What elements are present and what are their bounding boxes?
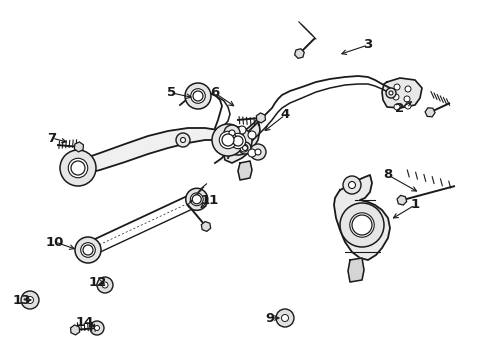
Circle shape <box>190 193 203 206</box>
Circle shape <box>250 144 266 160</box>
Circle shape <box>281 315 289 321</box>
Polygon shape <box>74 142 83 152</box>
Text: 5: 5 <box>168 86 176 99</box>
Circle shape <box>394 104 400 110</box>
Polygon shape <box>256 113 266 123</box>
Circle shape <box>230 133 245 149</box>
Polygon shape <box>223 118 260 163</box>
Circle shape <box>352 215 372 235</box>
Circle shape <box>21 291 39 309</box>
Circle shape <box>394 84 400 90</box>
Text: 9: 9 <box>266 311 274 324</box>
Circle shape <box>276 309 294 327</box>
Circle shape <box>222 134 234 146</box>
Circle shape <box>340 203 384 247</box>
Circle shape <box>60 150 96 186</box>
Circle shape <box>192 195 201 204</box>
Circle shape <box>97 277 113 293</box>
Circle shape <box>405 86 411 92</box>
Circle shape <box>239 142 251 154</box>
Circle shape <box>248 149 256 157</box>
Circle shape <box>248 131 256 139</box>
Circle shape <box>404 96 410 102</box>
Circle shape <box>186 188 208 210</box>
Circle shape <box>224 127 252 155</box>
Circle shape <box>405 103 411 109</box>
Text: 10: 10 <box>46 235 64 248</box>
Text: 1: 1 <box>411 198 419 211</box>
Circle shape <box>71 161 85 175</box>
Circle shape <box>83 245 93 255</box>
Circle shape <box>26 297 33 303</box>
Circle shape <box>393 94 399 100</box>
Circle shape <box>95 325 99 330</box>
Text: 3: 3 <box>364 39 372 51</box>
Polygon shape <box>348 258 364 282</box>
Circle shape <box>81 243 95 257</box>
Text: 6: 6 <box>210 86 220 99</box>
Circle shape <box>243 145 247 150</box>
Text: 7: 7 <box>48 131 56 144</box>
Circle shape <box>229 130 235 136</box>
Circle shape <box>185 83 211 109</box>
Polygon shape <box>238 161 252 180</box>
Circle shape <box>180 138 186 143</box>
Text: 2: 2 <box>395 102 405 114</box>
Circle shape <box>238 126 246 134</box>
Text: 12: 12 <box>89 275 107 288</box>
Circle shape <box>343 176 361 194</box>
Circle shape <box>193 91 203 101</box>
Text: 14: 14 <box>76 315 94 328</box>
Circle shape <box>90 321 104 335</box>
Polygon shape <box>201 221 211 231</box>
Circle shape <box>350 213 374 237</box>
Circle shape <box>176 133 190 147</box>
Text: 13: 13 <box>13 293 31 306</box>
Circle shape <box>389 91 393 95</box>
Circle shape <box>224 125 240 141</box>
Circle shape <box>75 237 101 263</box>
Circle shape <box>240 144 248 152</box>
Polygon shape <box>425 108 435 117</box>
Polygon shape <box>71 325 79 335</box>
Polygon shape <box>397 195 407 205</box>
Circle shape <box>348 181 356 189</box>
Circle shape <box>212 124 244 156</box>
Circle shape <box>220 131 237 149</box>
Circle shape <box>191 89 205 103</box>
Polygon shape <box>382 78 422 108</box>
Circle shape <box>386 88 396 98</box>
Circle shape <box>68 158 88 178</box>
Circle shape <box>233 136 243 146</box>
Text: 4: 4 <box>280 108 290 122</box>
Polygon shape <box>334 175 390 260</box>
Circle shape <box>102 282 108 288</box>
Text: 11: 11 <box>201 194 219 207</box>
Text: 8: 8 <box>383 168 392 181</box>
Circle shape <box>255 149 261 155</box>
Polygon shape <box>294 49 304 58</box>
Polygon shape <box>80 128 232 175</box>
